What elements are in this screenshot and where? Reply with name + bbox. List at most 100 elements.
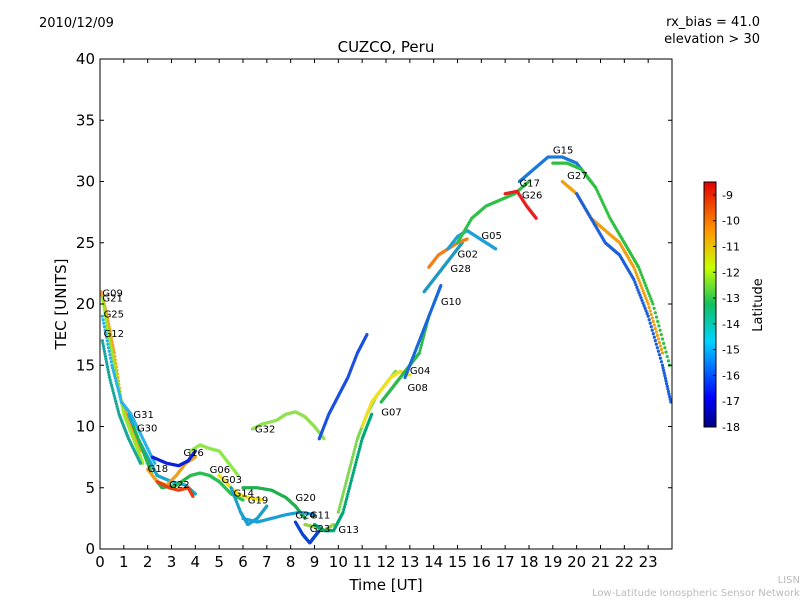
data-point bbox=[236, 473, 240, 478]
data-point bbox=[303, 516, 307, 520]
data-point bbox=[666, 387, 670, 391]
x-tick-label: 9 bbox=[310, 553, 320, 571]
data-point bbox=[665, 354, 669, 359]
data-point bbox=[644, 297, 648, 301]
data-point bbox=[104, 335, 109, 339]
data-point bbox=[101, 341, 105, 345]
data-point bbox=[109, 381, 113, 385]
colorbar-tick-label: -17 bbox=[722, 395, 740, 408]
data-point bbox=[241, 498, 245, 502]
series-G26 bbox=[503, 189, 538, 220]
data-point bbox=[643, 294, 647, 298]
data-point bbox=[340, 494, 345, 499]
satellite-label: G04 bbox=[410, 366, 430, 377]
satellite-label: G03 bbox=[222, 475, 242, 486]
data-point bbox=[102, 321, 106, 325]
data-point bbox=[339, 500, 343, 504]
series-G27 bbox=[560, 179, 665, 355]
data-point bbox=[115, 404, 119, 408]
y-tick-label: 30 bbox=[76, 173, 95, 191]
chart-title: CUZCO, Peru bbox=[337, 38, 435, 56]
satellite-label: G25 bbox=[104, 309, 124, 320]
series-track-32 bbox=[317, 333, 369, 441]
data-point bbox=[668, 395, 672, 399]
rx-bias-label: rx_bias = 41.0 bbox=[666, 15, 760, 30]
data-point bbox=[104, 360, 109, 364]
data-point bbox=[100, 314, 104, 318]
data-point bbox=[640, 273, 644, 277]
data-point bbox=[191, 494, 195, 498]
data-point bbox=[342, 489, 346, 493]
data-point bbox=[651, 332, 655, 336]
data-point bbox=[642, 304, 646, 308]
data-point bbox=[666, 359, 671, 363]
data-point bbox=[101, 344, 106, 348]
data-point bbox=[342, 505, 347, 509]
x-tick-label: 21 bbox=[591, 553, 610, 571]
data-point bbox=[121, 410, 125, 414]
data-point bbox=[100, 339, 104, 343]
data-point bbox=[658, 344, 663, 348]
data-point bbox=[644, 309, 648, 313]
x-tick-label: 0 bbox=[95, 553, 105, 571]
x-tick-label: 22 bbox=[615, 553, 634, 571]
data-point bbox=[111, 368, 115, 373]
satellite-label: G32 bbox=[255, 425, 275, 436]
data-point bbox=[632, 265, 636, 269]
y-tick-label: 20 bbox=[76, 295, 95, 313]
series-G22 bbox=[155, 480, 195, 498]
data-point bbox=[103, 328, 107, 332]
satellite-label: G09 bbox=[102, 289, 122, 300]
data-point bbox=[102, 347, 106, 351]
data-point bbox=[352, 450, 356, 454]
satellite-label: G20 bbox=[295, 493, 315, 504]
data-point bbox=[110, 363, 114, 367]
data-point bbox=[344, 500, 348, 504]
data-point bbox=[105, 362, 109, 366]
data-point bbox=[108, 356, 113, 360]
data-point bbox=[355, 455, 359, 459]
data-point bbox=[653, 326, 657, 331]
data-point bbox=[651, 302, 655, 306]
x-tick-label: 13 bbox=[400, 553, 419, 571]
data-point bbox=[338, 502, 342, 506]
x-tick-label: 23 bbox=[639, 553, 658, 571]
data-point bbox=[654, 330, 658, 334]
data-point bbox=[661, 366, 665, 370]
series-G10 bbox=[403, 284, 443, 380]
x-tick-label: 1 bbox=[119, 553, 129, 571]
data-point bbox=[664, 379, 668, 383]
x-tick-label: 14 bbox=[424, 553, 443, 571]
data-point bbox=[657, 324, 661, 328]
x-axis-label: Time [UT] bbox=[348, 576, 422, 594]
data-point bbox=[408, 373, 412, 377]
footer-lisn: LISN bbox=[777, 575, 800, 586]
data-point bbox=[634, 270, 638, 275]
data-point bbox=[353, 466, 357, 470]
data-point bbox=[347, 468, 351, 472]
satellite-label: G08 bbox=[407, 383, 427, 394]
data-point bbox=[348, 481, 353, 485]
data-point bbox=[636, 276, 640, 280]
data-point bbox=[663, 374, 667, 378]
satellite-label: G10 bbox=[441, 297, 461, 308]
colorbar-label: Latitude bbox=[751, 278, 766, 332]
data-point bbox=[657, 353, 662, 357]
data-point bbox=[633, 268, 637, 272]
data-point bbox=[647, 291, 651, 296]
data-point bbox=[654, 315, 659, 319]
data-point bbox=[103, 352, 107, 356]
data-point bbox=[108, 378, 112, 382]
satellite-label: G21 bbox=[102, 294, 122, 305]
data-point bbox=[100, 296, 104, 300]
data-point bbox=[351, 455, 355, 459]
data-point bbox=[109, 360, 113, 364]
data-point bbox=[344, 497, 349, 501]
satellite-label: G06 bbox=[210, 465, 230, 476]
data-point bbox=[355, 458, 359, 462]
y-tick-label: 15 bbox=[76, 356, 95, 374]
data-point bbox=[645, 286, 649, 290]
data-point bbox=[104, 320, 109, 324]
data-point bbox=[640, 298, 644, 303]
data-point bbox=[650, 328, 654, 332]
